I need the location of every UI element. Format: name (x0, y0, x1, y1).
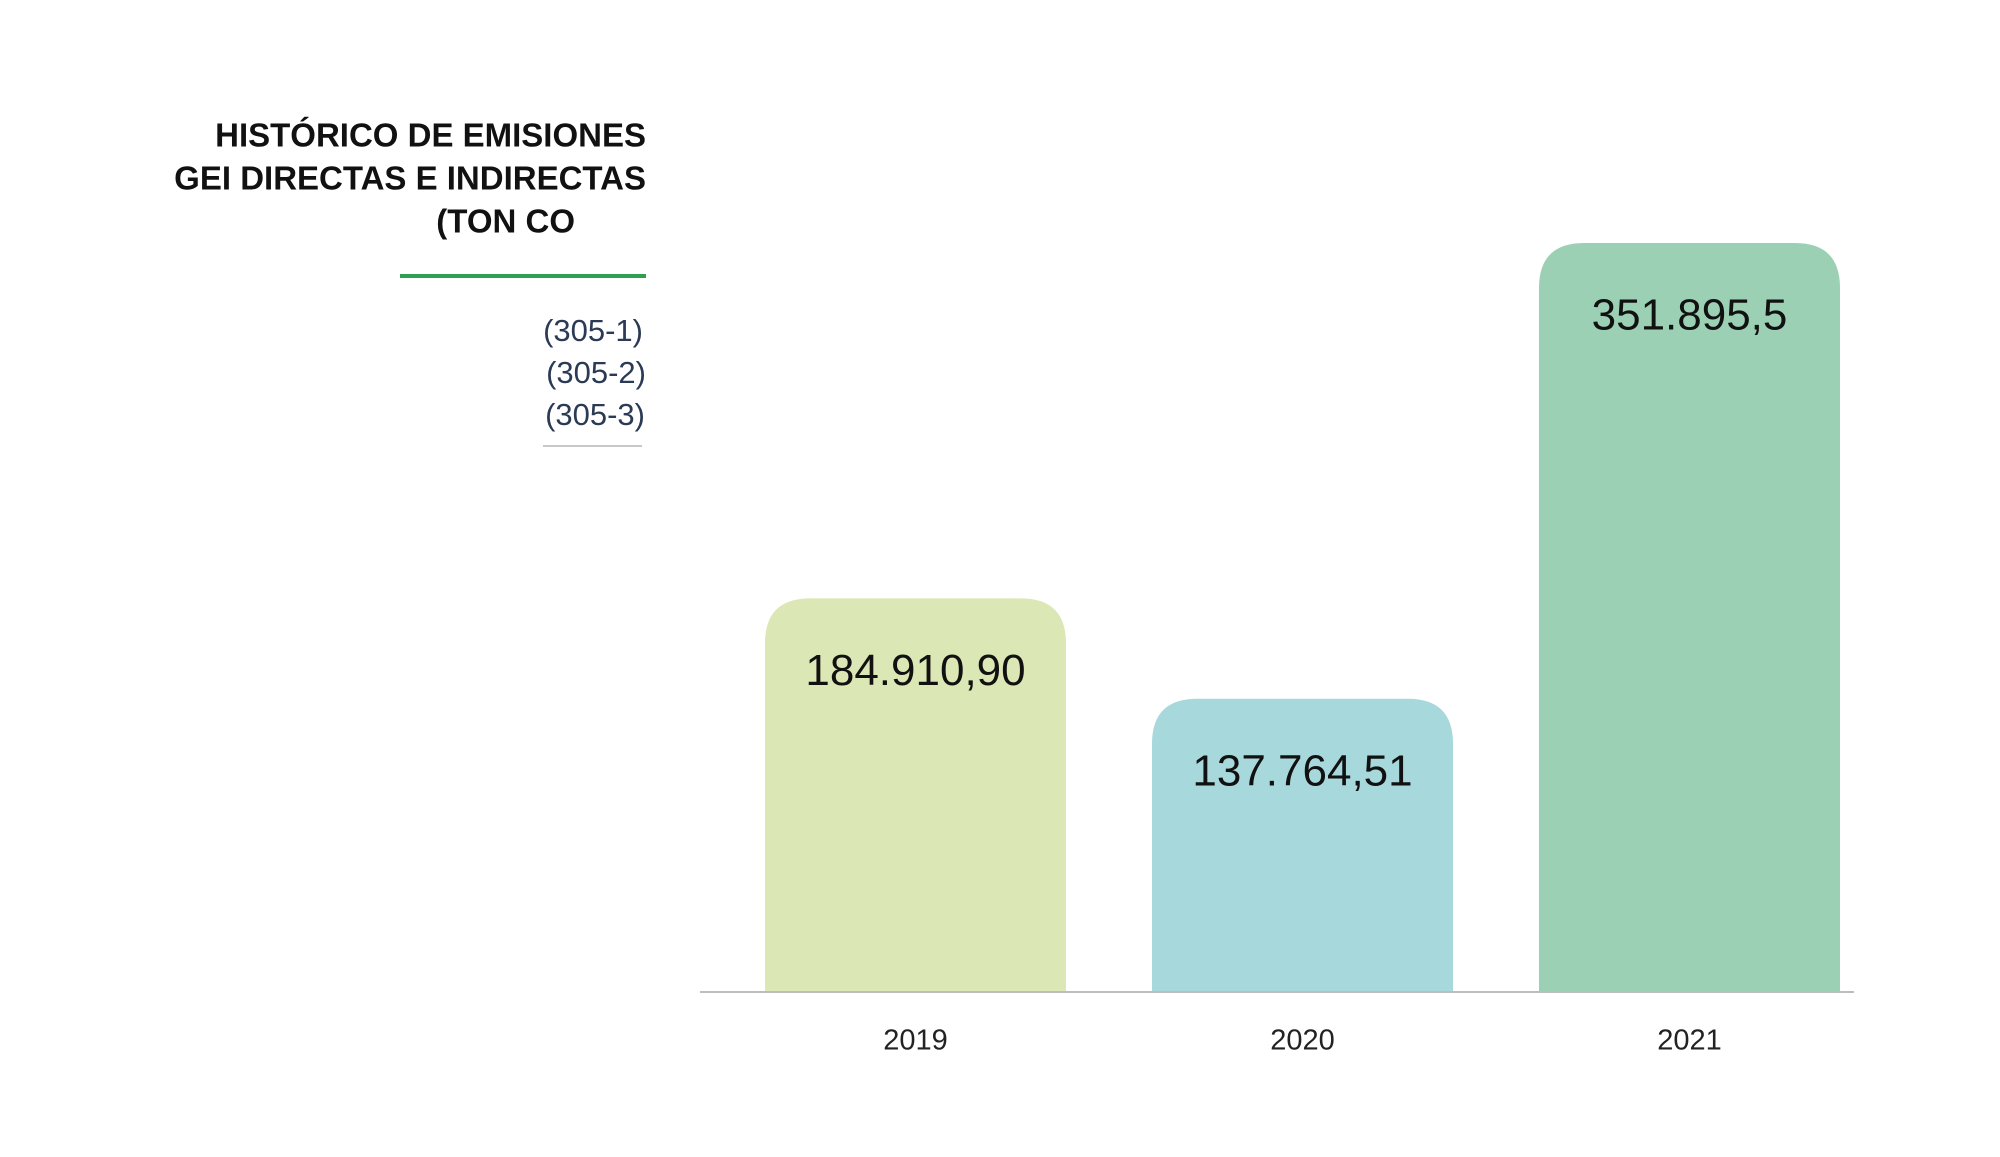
bar (1539, 243, 1840, 992)
bar (1152, 698, 1453, 992)
x-tick-label: 2021 (1657, 1025, 1722, 1057)
annotation: (305-2) (546, 355, 646, 390)
value-label: 184.910,90 (805, 646, 1025, 695)
annotation: (305-3) (545, 397, 645, 432)
x-tick-label: 2019 (883, 1025, 948, 1057)
value-label: 351.895,5 (1592, 291, 1788, 340)
x-tick-label: 2020 (1270, 1025, 1335, 1057)
chart-title: GEI DIRECTAS E INDIRECTAS (174, 160, 646, 197)
chart-title: HISTÓRICO DE EMISIONES (215, 117, 646, 154)
chart-title: (TON CO (436, 203, 575, 240)
bar (765, 598, 1066, 992)
value-label: 137.764,51 (1192, 746, 1412, 795)
annotation: (305-1) (543, 313, 643, 348)
